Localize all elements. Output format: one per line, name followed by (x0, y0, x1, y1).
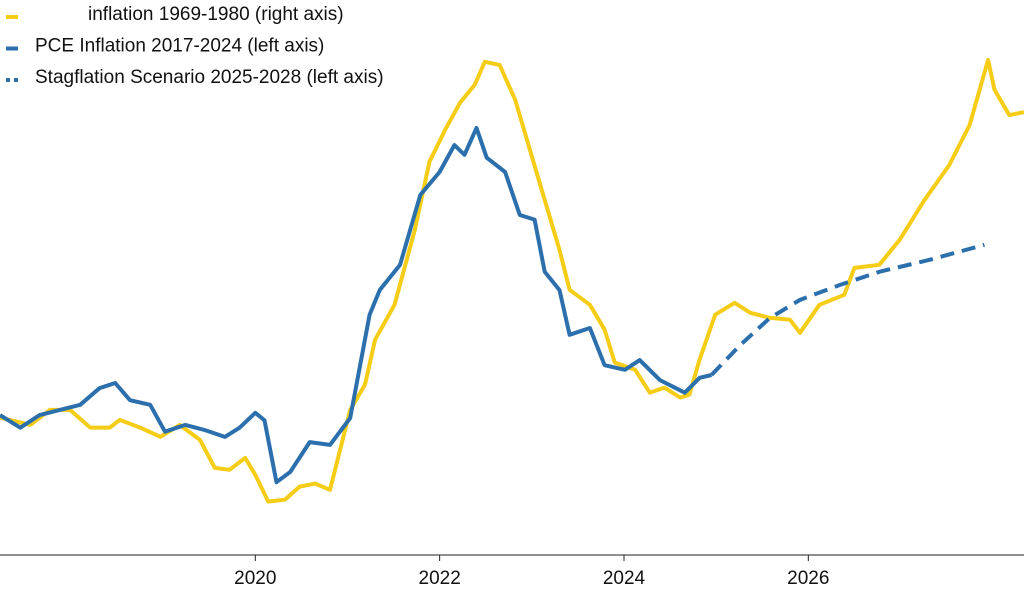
x-tick-label: 2020 (234, 568, 276, 589)
series-line (0, 57, 1024, 504)
x-tick-label: 2024 (603, 568, 646, 589)
legend-label: Stagflation Scenario 2025-2028 (left axi… (35, 67, 384, 88)
series-line (710, 242, 985, 377)
x-tick-label: 2022 (419, 568, 461, 589)
x-tick-label: 2026 (787, 568, 829, 589)
series-line (0, 125, 712, 485)
legend-label: inflation 1969-1980 (right axis) (88, 4, 344, 25)
legend-label: PCE Inflation 2017-2024 (left axis) (35, 36, 324, 57)
